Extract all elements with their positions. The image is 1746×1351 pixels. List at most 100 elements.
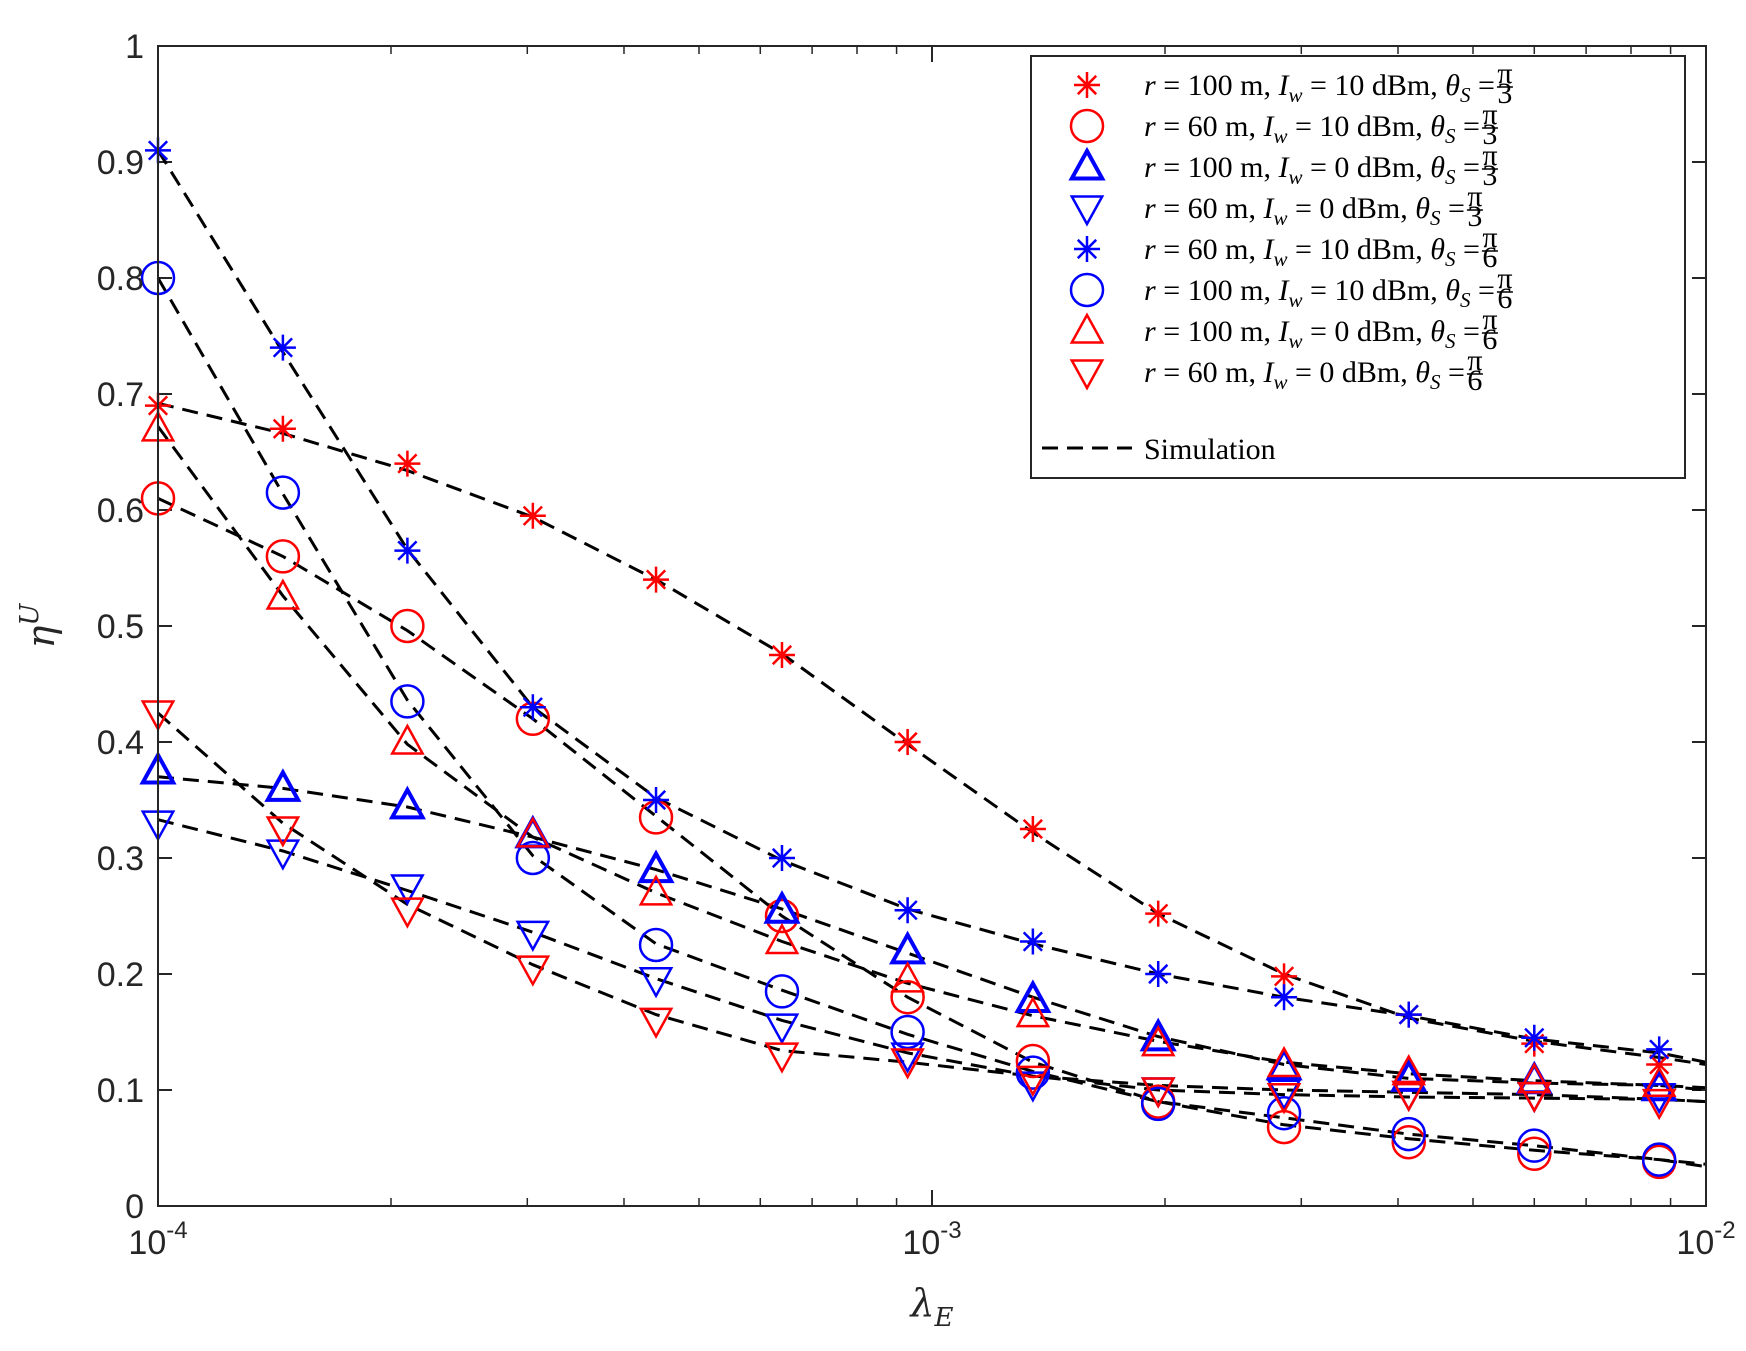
legend-label-part: m, [1240, 151, 1278, 184]
legend-label-part: 60 [1188, 110, 1226, 143]
legend-label-part: r [1144, 69, 1156, 102]
x-tick-label-base: 10 [128, 1224, 166, 1262]
data-point [390, 608, 425, 644]
series-8 [140, 700, 1677, 1121]
y-tick-label: 0 [125, 1188, 144, 1226]
data-point [1015, 1055, 1051, 1090]
y-tick-label: 0.6 [97, 492, 144, 530]
data-point [764, 1042, 800, 1074]
legend-fraction-numerator: π [1482, 303, 1497, 336]
x-tick-label-exponent: -2 [1714, 1217, 1735, 1244]
data-point [265, 578, 301, 610]
legend-label-part: 60 [1188, 192, 1226, 225]
data-point [390, 723, 425, 755]
legend-label-part: I [1262, 192, 1275, 225]
legend-label-part: θ [1430, 315, 1445, 348]
legend-label-part: w [1273, 206, 1287, 230]
legend-label-part: m, [1240, 274, 1278, 307]
data-point [269, 334, 296, 361]
y-tick-label: 0.2 [97, 956, 144, 994]
data-point [768, 642, 795, 668]
data-point [265, 475, 301, 510]
data-point [1517, 1136, 1552, 1172]
y-tick-labels: 0 0.1 0.2 0.3 0.4 0.5 0.6 0.7 0.8 0.9 1 [97, 28, 144, 1226]
legend-label-part: = [1287, 192, 1319, 225]
legend-label-part: m, [1240, 69, 1278, 102]
y-tick-label: 0.5 [97, 608, 144, 646]
legend-simulation-label: Simulation [1144, 433, 1276, 466]
data-point [1015, 1043, 1051, 1079]
simulation-line-8 [157, 711, 1707, 1104]
series-6 [140, 260, 1677, 1177]
data-point [1391, 1080, 1427, 1113]
y-axis-label-sup: U [15, 603, 45, 626]
legend-label-part: = [1302, 315, 1334, 348]
x-axis-label: λE [908, 1281, 953, 1333]
data-point [390, 684, 425, 719]
y-tick-label: 0.9 [97, 144, 144, 182]
data-point [764, 1013, 800, 1045]
legend-label-part: 60 [1188, 233, 1226, 266]
legend-marker [1069, 359, 1105, 391]
data-point [264, 768, 302, 802]
legend-label-part: θ [1430, 151, 1445, 184]
data-point [764, 898, 800, 934]
data-point [394, 537, 421, 564]
legend-label-6: r = 100 m, Iw = 10 dBm, θS = [1144, 274, 1495, 312]
data-point [1145, 900, 1172, 927]
data-point [1019, 928, 1046, 955]
legend-fraction-numerator: π [1482, 221, 1497, 254]
x-tick-label: 10-3 [902, 1217, 961, 1262]
simulation-line-3 [157, 775, 1707, 1090]
legend-label-part: m, [1225, 356, 1263, 389]
data-point [1521, 1024, 1548, 1051]
data-point [1266, 1045, 1302, 1078]
data-point [1391, 1054, 1427, 1086]
legend-label-part: θ [1430, 233, 1445, 266]
legend-marker [1069, 312, 1105, 344]
data-point [1390, 1058, 1428, 1092]
x-tick-label: 10-4 [128, 1217, 187, 1262]
legend-label-part: S [1430, 370, 1441, 394]
data-point [638, 967, 674, 999]
legend-fraction-denominator: 6 [1482, 323, 1497, 356]
axes-box [157, 45, 1707, 1207]
legend-label-part: = [1156, 356, 1188, 389]
legend-fraction-numerator: π [1482, 98, 1497, 131]
legend-fraction-denominator: 3 [1467, 200, 1482, 233]
y-tick-label: 0.1 [97, 1072, 144, 1110]
legend-label-part: S [1445, 329, 1456, 353]
legend-fraction-denominator: 6 [1482, 241, 1497, 274]
legend-label-part: m, [1225, 110, 1263, 143]
legend-label-part: w [1273, 247, 1287, 271]
y-tick-label: 1 [125, 28, 144, 66]
legend-label-part: w [1288, 83, 1302, 107]
simulation-line-7 [156, 425, 1707, 1092]
data-point [1015, 1065, 1051, 1097]
simulation-line-5 [156, 149, 1707, 1064]
legend-label-part: w [1288, 288, 1302, 312]
legend-label-part: = [1441, 192, 1465, 225]
simulation-line-6 [156, 277, 1707, 1169]
data-point [1646, 1036, 1673, 1063]
legend-label-part: = [1156, 192, 1188, 225]
y-tick-label: 0.8 [97, 260, 144, 298]
legend-label-part: 0 [1319, 192, 1342, 225]
legend-fraction-numerator: π [1467, 344, 1482, 377]
data-point [1646, 1051, 1673, 1078]
data-point [515, 955, 551, 987]
legend-label-part: = [1456, 151, 1480, 184]
legend-label-part: 10 [1319, 233, 1357, 266]
legend-label-part: I [1262, 356, 1275, 389]
legend-label-part: w [1288, 329, 1302, 353]
legend-label-part: r [1144, 274, 1156, 307]
data-point [1641, 1142, 1677, 1177]
legend-marker [1069, 108, 1105, 144]
legend-label-part: θ [1430, 110, 1445, 143]
legend-label-part: w [1273, 370, 1287, 394]
legend-label-part: = [1441, 356, 1465, 389]
legend-label-part: S [1445, 247, 1456, 271]
legend-fraction-numerator: π [1482, 139, 1497, 172]
legend-label-part: dBm, [1357, 233, 1430, 266]
legend-fraction-numerator: π [1497, 57, 1512, 90]
